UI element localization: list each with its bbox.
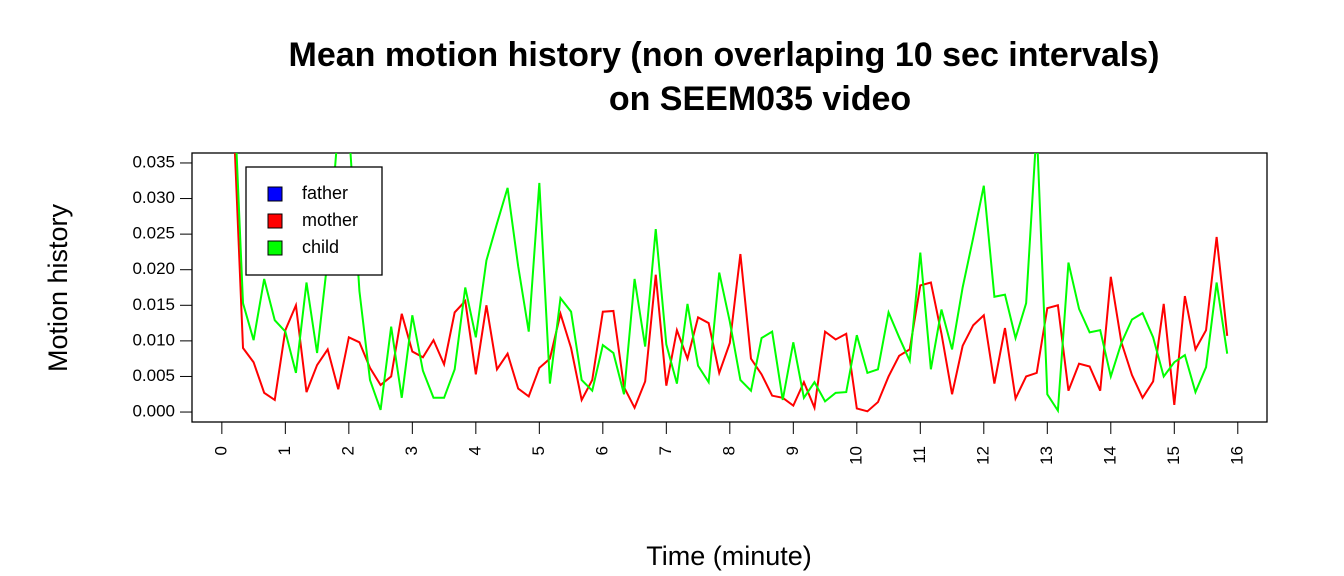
data-line bbox=[233, 153, 1229, 413]
y-tick-label: 0.005 bbox=[132, 366, 175, 385]
legend-swatch bbox=[267, 186, 283, 202]
x-tick-label: 14 bbox=[1100, 446, 1119, 465]
y-tick-label: 0.000 bbox=[132, 402, 175, 421]
plot-area bbox=[233, 153, 1229, 414]
x-tick-label: 2 bbox=[338, 446, 357, 455]
y-tick-label: 0.010 bbox=[132, 330, 175, 349]
x-tick-label: 4 bbox=[465, 446, 484, 455]
x-tick-label: 16 bbox=[1227, 446, 1246, 465]
y-tick-label: 0.035 bbox=[132, 152, 175, 171]
y-tick-label: 0.020 bbox=[132, 259, 175, 278]
x-tick-label: 8 bbox=[719, 446, 738, 455]
x-tick-label: 12 bbox=[973, 446, 992, 465]
x-tick-label: 7 bbox=[656, 446, 675, 455]
legend-label: father bbox=[302, 183, 348, 203]
legend-swatch bbox=[267, 213, 283, 229]
x-tick-label: 0 bbox=[211, 446, 230, 455]
legend-label: child bbox=[302, 237, 339, 257]
x-tick-label: 10 bbox=[846, 446, 865, 465]
chart-title: on SEEM035 video bbox=[609, 80, 911, 118]
legend-label: mother bbox=[302, 210, 358, 230]
x-tick-label: 3 bbox=[402, 446, 421, 455]
y-tick-label: 0.015 bbox=[132, 295, 175, 314]
legend-swatch bbox=[267, 240, 283, 256]
x-tick-label: 5 bbox=[529, 446, 548, 455]
x-tick-label: 13 bbox=[1037, 446, 1056, 465]
x-tick-label: 1 bbox=[275, 446, 294, 455]
y-tick-label: 0.030 bbox=[132, 188, 175, 207]
chart-title: Mean motion history (non overlaping 10 s… bbox=[289, 36, 1160, 74]
x-tick-label: 6 bbox=[592, 446, 611, 455]
y-tick-label: 0.025 bbox=[132, 224, 175, 243]
x-tick-label: 9 bbox=[783, 446, 802, 455]
x-tick-label: 11 bbox=[910, 446, 929, 464]
x-tick-label: 15 bbox=[1164, 446, 1183, 465]
y-axis-label: Motion history bbox=[43, 203, 73, 372]
x-axis-label: Time (minute) bbox=[646, 541, 812, 571]
data-line bbox=[235, 153, 1229, 414]
